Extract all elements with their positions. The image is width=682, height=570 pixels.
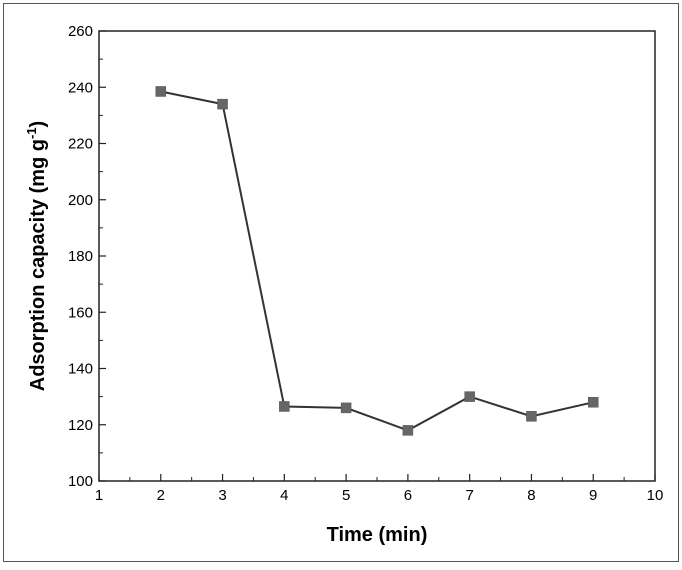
series-line bbox=[160, 90, 594, 432]
data-point bbox=[464, 391, 475, 402]
data-point bbox=[340, 402, 352, 414]
y-tick-label: 140 bbox=[68, 361, 93, 378]
data-point bbox=[587, 397, 599, 408]
x-tick-label: 3 bbox=[218, 487, 226, 504]
x-tick-label: 7 bbox=[465, 487, 473, 504]
y-axis-title-main: Adsorption capacity (mg g bbox=[27, 139, 49, 391]
x-axis-title: Time (min) bbox=[327, 524, 428, 546]
y-axis-title-superscript: -1 bbox=[24, 127, 39, 139]
x-tick-label: 10 bbox=[647, 487, 664, 504]
series-layer bbox=[155, 86, 599, 436]
data-point bbox=[217, 98, 228, 110]
y-axis-title-close: ) bbox=[27, 121, 49, 128]
x-tick-label: 2 bbox=[157, 487, 165, 504]
x-tick-label: 8 bbox=[527, 487, 535, 504]
y-tick-label: 200 bbox=[68, 192, 93, 209]
x-axis-ticks: 1 2 3 4 5 6 7 8 9 10 bbox=[95, 474, 664, 504]
data-point bbox=[155, 86, 167, 97]
data-point bbox=[402, 425, 414, 436]
x-tick-label: 9 bbox=[589, 487, 597, 504]
y-axis-title: Adsorption capacity (mg g-1) bbox=[24, 121, 49, 391]
y-tick-label: 260 bbox=[68, 23, 93, 40]
x-tick-label: 6 bbox=[404, 487, 412, 504]
data-point bbox=[526, 411, 537, 422]
x-tick-label: 4 bbox=[280, 487, 288, 504]
y-tick-label: 100 bbox=[68, 473, 93, 490]
y-axis-ticks: 100 120 140 160 180 200 220 240 260 bbox=[68, 23, 106, 490]
y-tick-label: 160 bbox=[68, 304, 93, 321]
y-tick-label: 120 bbox=[68, 417, 93, 434]
data-point bbox=[279, 401, 290, 412]
x-tick-label: 1 bbox=[95, 487, 103, 504]
y-tick-label: 180 bbox=[68, 248, 93, 265]
outer-frame bbox=[3, 3, 679, 562]
y-tick-label: 220 bbox=[68, 136, 93, 153]
x-tick-label: 5 bbox=[342, 487, 350, 504]
y-tick-label: 240 bbox=[68, 79, 93, 96]
